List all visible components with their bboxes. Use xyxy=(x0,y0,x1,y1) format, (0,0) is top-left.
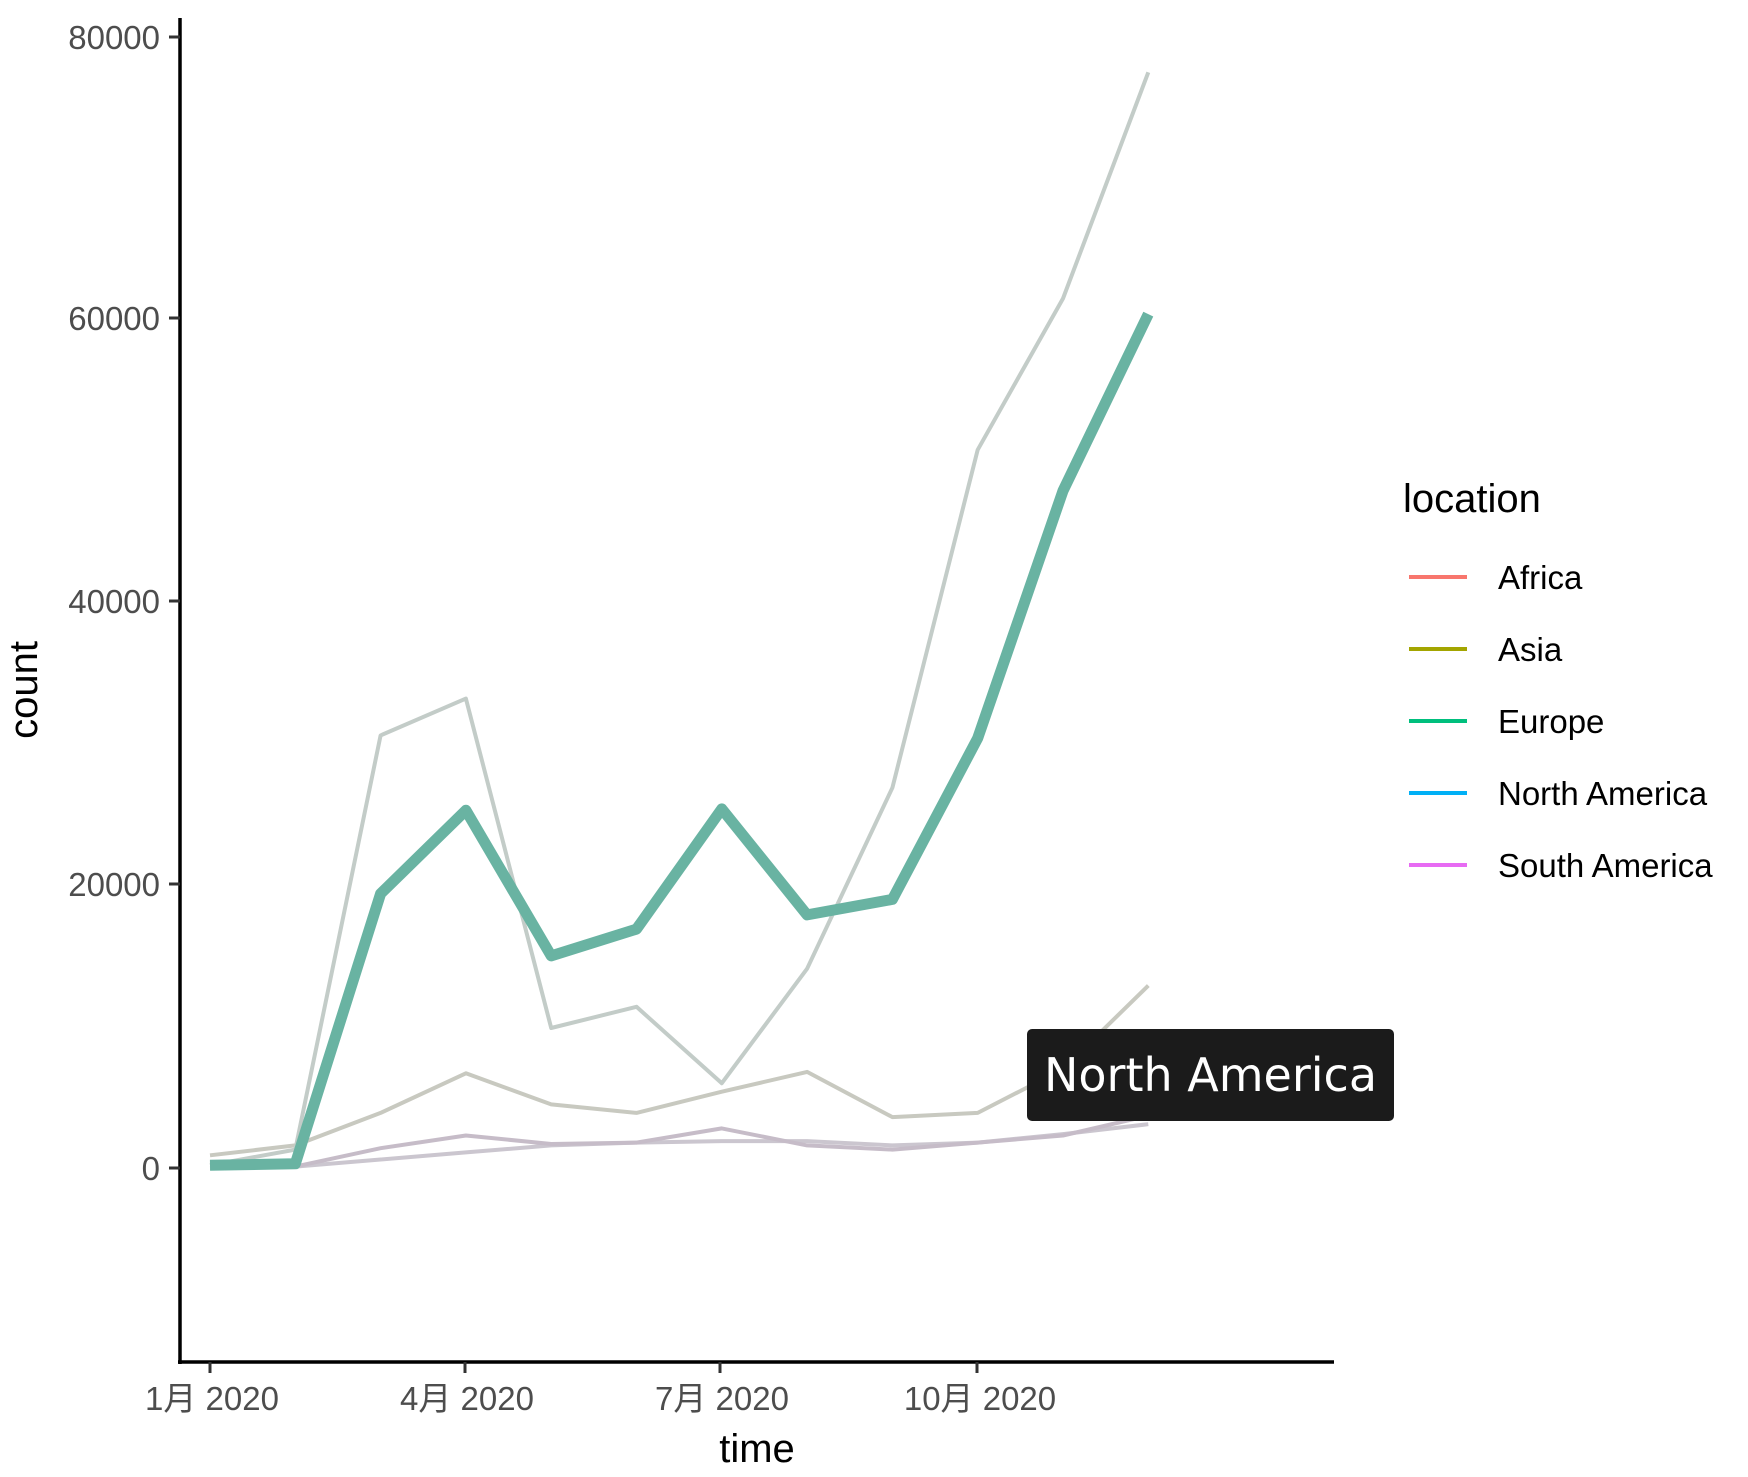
legend-item-europe[interactable]: Europe xyxy=(1409,703,1604,740)
legend-item-north-america[interactable]: North America xyxy=(1409,775,1708,812)
x-axis-ticks: 1月 2020 4月 2020 7月 2020 10月 2020 xyxy=(145,1362,1056,1417)
series-layer xyxy=(209,71,1154,1171)
x-tick-label-apr: 4月 2020 xyxy=(400,1380,534,1417)
series-line-asia[interactable] xyxy=(209,984,1150,1158)
series-line-africa[interactable] xyxy=(209,1122,1149,1170)
legend-label-africa: Africa xyxy=(1498,559,1583,596)
legend: location Africa Asia Europe North Americ… xyxy=(1403,477,1713,884)
legend-label-north-america: North America xyxy=(1498,775,1708,812)
y-tick-label-0: 0 xyxy=(142,1150,160,1187)
legend-label-south-america: South America xyxy=(1498,847,1713,884)
y-tick-label-20000: 20000 xyxy=(68,866,160,903)
legend-item-africa[interactable]: Africa xyxy=(1409,559,1583,596)
series-line-north-america[interactable] xyxy=(209,311,1154,1171)
series-line-europe[interactable] xyxy=(209,71,1151,1168)
x-tick-label-jul: 7月 2020 xyxy=(655,1380,789,1417)
x-tick-label-jan: 1月 2020 xyxy=(145,1380,279,1417)
hover-tooltip: North America xyxy=(1027,1029,1394,1121)
legend-title: location xyxy=(1403,477,1541,521)
legend-item-south-america[interactable]: South America xyxy=(1409,847,1713,884)
y-tick-label-40000: 40000 xyxy=(68,583,160,620)
y-axis-ticks: 0 20000 40000 60000 80000 xyxy=(68,19,180,1187)
y-tick-label-80000: 80000 xyxy=(68,19,160,56)
legend-label-asia: Asia xyxy=(1498,631,1563,668)
x-axis-title: time xyxy=(719,1427,795,1471)
series-line-south-america[interactable] xyxy=(209,1113,1149,1170)
legend-item-asia[interactable]: Asia xyxy=(1409,631,1563,668)
y-tick-label-60000: 60000 xyxy=(68,300,160,337)
y-axis-title: count xyxy=(2,641,46,739)
x-tick-label-oct: 10月 2020 xyxy=(904,1380,1056,1417)
legend-label-europe: Europe xyxy=(1498,703,1604,740)
